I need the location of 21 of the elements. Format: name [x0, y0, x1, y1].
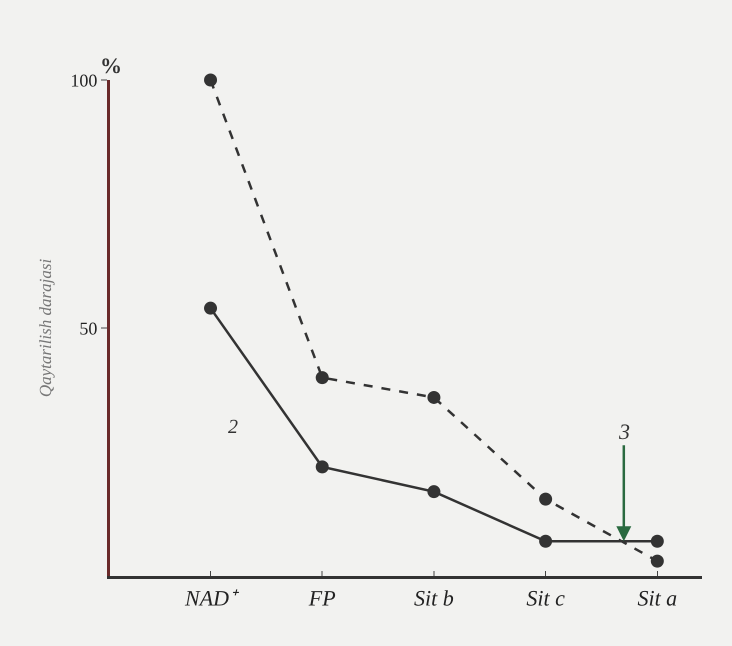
point	[650, 554, 664, 568]
x-tick-label: Sit b	[414, 585, 454, 610]
y-axis-title: Qaytarilish darajasi	[36, 258, 55, 398]
y-tick-label: 50	[79, 318, 98, 338]
x-tick-label: FP	[308, 585, 336, 610]
text: %	[100, 53, 122, 78]
point	[316, 371, 329, 384]
point	[427, 390, 440, 404]
point	[204, 302, 218, 315]
y-tick-label: 100	[70, 70, 98, 90]
annotation: 3	[618, 419, 630, 444]
point	[316, 460, 329, 474]
x-tick-label: Sit a	[637, 585, 678, 610]
point	[539, 534, 552, 548]
point	[539, 492, 552, 506]
point	[204, 74, 218, 86]
x-tick-label: NAD⁺	[184, 585, 240, 610]
point	[650, 534, 664, 548]
x-tick-label: Sit c	[526, 585, 566, 610]
point	[427, 485, 440, 498]
series-label: 2	[228, 416, 238, 438]
